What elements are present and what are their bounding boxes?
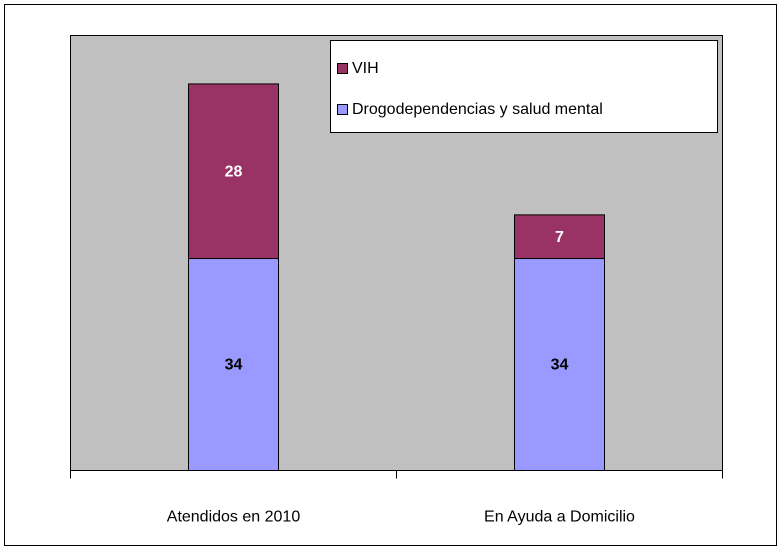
legend-label: VIH: [352, 60, 379, 77]
bar-segment: [514, 214, 605, 260]
x-tick-label: En Ayuda a Domicilio: [484, 509, 635, 526]
value-label: 34: [551, 357, 569, 374]
marks: 34 28 Atendidos en 2010 34 7 En Ayuda a Domic…: [70, 83, 723, 526]
legend-label: Drogodependencias y salud mental: [352, 101, 603, 118]
bar-segment: [188, 83, 279, 260]
bar-segment: [514, 258, 605, 472]
value-label: 34: [225, 357, 243, 374]
legend-swatch: [337, 63, 348, 74]
value-label: 28: [225, 163, 243, 180]
legend: [330, 40, 718, 133]
bar-segment: [188, 258, 279, 472]
x-tick-label: Atendidos en 2010: [167, 509, 301, 526]
legend-swatch: [337, 104, 348, 115]
value-label: 7: [555, 229, 564, 246]
legend-entries: Drogodependencias y salud mental VIH: [337, 60, 603, 118]
